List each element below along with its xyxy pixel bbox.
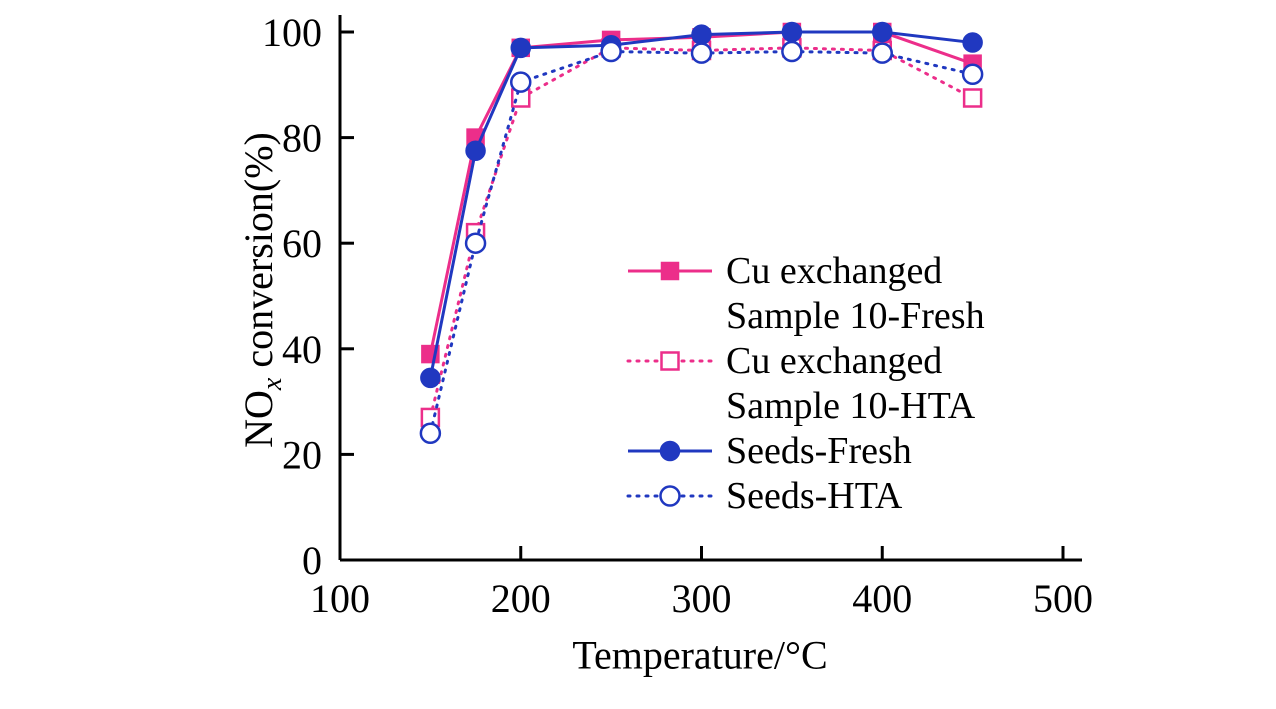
x-tick-label: 100 <box>310 576 370 621</box>
y-axis-label-prefix: NO <box>236 390 281 448</box>
y-tick-label: 20 <box>282 432 322 477</box>
legend-entry-label: Seeds-Fresh <box>726 430 912 472</box>
x-tick-label: 500 <box>1033 576 1093 621</box>
legend-marker-square <box>660 261 680 281</box>
data-point-marker-circle <box>781 40 803 63</box>
series-line <box>428 46 975 419</box>
y-tick-label: 80 <box>282 116 322 161</box>
data-point-marker-circle <box>600 40 622 63</box>
series-line <box>428 50 975 435</box>
data-point-marker-circle <box>781 21 803 43</box>
legend-entry-label: Seeds-HTA <box>726 475 903 517</box>
legend-entry-label: Sample 10-Fresh <box>726 295 985 337</box>
data-point-marker-circle <box>961 63 984 85</box>
data-point-marker-circle <box>510 71 532 93</box>
data-point-marker-circle <box>871 42 893 64</box>
data-point-marker-circle <box>872 21 893 43</box>
y-axis-label: NOx conversion(%) <box>235 132 289 448</box>
data-point-marker-square <box>962 88 983 108</box>
y-tick-label: 100 <box>262 10 322 55</box>
x-tick-label: 200 <box>491 576 551 621</box>
data-point-marker-circle <box>690 42 713 64</box>
data-point-marker-circle <box>420 367 441 389</box>
x-axis-label: Temperature/°C <box>572 632 827 679</box>
legend-entry-label: Sample 10-HTA <box>726 385 976 427</box>
x-tick-label: 400 <box>852 576 912 621</box>
y-tick-label: 0 <box>302 538 322 583</box>
series-line <box>428 30 973 379</box>
legend-entry-label: Cu exchanged <box>726 340 942 382</box>
data-point-marker-circle <box>691 24 712 45</box>
y-tick-label: 60 <box>282 221 322 266</box>
x-tick-label: 300 <box>672 576 732 621</box>
legend-entry-label: Cu exchanged <box>726 250 942 292</box>
data-point-marker-circle <box>465 140 486 162</box>
y-tick-label: 40 <box>282 327 322 372</box>
legend-marker-square <box>660 351 680 371</box>
x-axis-label-text: Temperature/°C <box>572 632 828 678</box>
y-axis-label-subscript: x <box>257 377 288 391</box>
legend-marker-circle <box>659 440 681 462</box>
legend-marker-circle <box>659 485 681 507</box>
y-axis-label-suffix: conversion(%) <box>236 132 281 378</box>
data-point-marker-circle <box>962 32 983 53</box>
data-point-marker-circle <box>510 37 531 59</box>
data-point-marker-circle <box>419 422 442 445</box>
data-point-marker-circle <box>464 232 487 254</box>
